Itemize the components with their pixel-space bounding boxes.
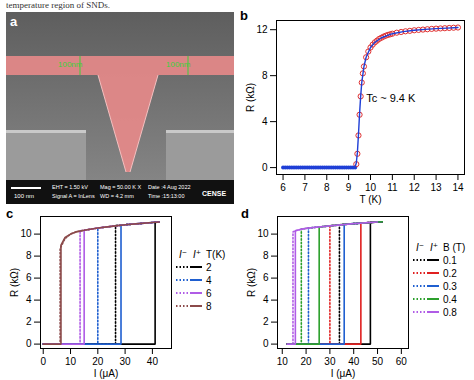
- svg-text:0.1: 0.1: [443, 255, 457, 266]
- svg-text:0.4: 0.4: [443, 294, 457, 305]
- svg-text:T(K): T(K): [206, 249, 225, 260]
- svg-text:14: 14: [452, 182, 464, 193]
- svg-text:4: 4: [26, 294, 32, 305]
- svg-text:50: 50: [372, 356, 384, 367]
- svg-text:100nm: 100nm: [58, 60, 83, 69]
- svg-text:0: 0: [26, 338, 32, 349]
- svg-text:12: 12: [256, 24, 268, 35]
- html-text:a: a: [10, 14, 18, 29]
- svg-text:100nm: 100nm: [166, 60, 191, 69]
- svg-text:0.2: 0.2: [443, 268, 457, 279]
- svg-text:I⁻: I⁻: [416, 242, 424, 253]
- svg-text:8: 8: [206, 301, 212, 312]
- svg-text:I⁺: I⁺: [430, 242, 438, 253]
- svg-text:12: 12: [409, 182, 421, 193]
- svg-text:I⁻: I⁻: [179, 249, 187, 260]
- html-text:b: b: [240, 8, 248, 23]
- svg-text:2: 2: [26, 316, 32, 327]
- svg-text:6: 6: [280, 182, 286, 193]
- html-text:temperature region of SNDs.: temperature region of SNDs.: [6, 0, 110, 10]
- svg-text:0: 0: [263, 338, 269, 349]
- svg-text:8: 8: [263, 250, 269, 261]
- svg-text:10: 10: [65, 356, 77, 367]
- svg-text:13: 13: [431, 182, 443, 193]
- svg-text:60: 60: [396, 356, 408, 367]
- svg-text:Tc ~ 9.4 K: Tc ~ 9.4 K: [366, 92, 416, 104]
- svg-text:R (kΩ): R (kΩ): [245, 83, 256, 112]
- svg-text:8: 8: [324, 182, 330, 193]
- svg-text:30: 30: [120, 356, 132, 367]
- svg-text:I⁺: I⁺: [193, 249, 201, 260]
- svg-text:Signal A = InLens: Signal A = InLens: [52, 193, 95, 199]
- svg-text:EHT = 1.50 kV: EHT = 1.50 kV: [52, 184, 88, 190]
- svg-text:Time :15:13:00: Time :15:13:00: [148, 193, 184, 199]
- svg-text:B (T): B (T): [443, 242, 465, 253]
- svg-text:6: 6: [206, 288, 212, 299]
- svg-text:6: 6: [263, 272, 269, 283]
- svg-text:8: 8: [26, 250, 32, 261]
- svg-text:40: 40: [147, 356, 159, 367]
- svg-text:CENSE: CENSE: [202, 190, 226, 197]
- svg-text:2: 2: [263, 316, 269, 327]
- html-text:d: d: [241, 206, 249, 221]
- svg-text:8: 8: [262, 70, 268, 81]
- svg-text:WD = 4.2 mm: WD = 4.2 mm: [100, 193, 134, 199]
- svg-text:4: 4: [262, 116, 268, 127]
- svg-text:R (kΩ): R (kΩ): [246, 268, 257, 297]
- svg-text:20: 20: [301, 356, 313, 367]
- svg-text:Date :4 Aug 2022: Date :4 Aug 2022: [148, 184, 191, 190]
- svg-text:7: 7: [302, 182, 308, 193]
- svg-text:20: 20: [92, 356, 104, 367]
- svg-text:T (K): T (K): [359, 194, 381, 205]
- svg-text:4: 4: [263, 294, 269, 305]
- svg-text:0: 0: [40, 356, 46, 367]
- svg-text:10: 10: [20, 228, 32, 239]
- svg-text:10: 10: [277, 356, 289, 367]
- svg-text:10: 10: [257, 228, 269, 239]
- svg-text:10: 10: [365, 182, 377, 193]
- svg-text:Mag = 50.00 K X: Mag = 50.00 K X: [100, 184, 141, 190]
- svg-text:I (μA): I (μA): [331, 368, 356, 379]
- svg-text:100 nm: 100 nm: [14, 193, 34, 199]
- svg-text:40: 40: [348, 356, 360, 367]
- svg-text:2: 2: [206, 262, 212, 273]
- svg-text:I (μA): I (μA): [94, 368, 119, 379]
- svg-text:0.8: 0.8: [443, 307, 457, 318]
- svg-text:11: 11: [387, 182, 398, 193]
- svg-text:0: 0: [262, 162, 268, 173]
- svg-text:30: 30: [324, 356, 336, 367]
- svg-text:9: 9: [346, 182, 352, 193]
- html-text:c: c: [6, 206, 14, 221]
- svg-text:4: 4: [206, 275, 212, 286]
- svg-text:R (kΩ): R (kΩ): [9, 268, 20, 297]
- svg-text:0.3: 0.3: [443, 281, 457, 292]
- svg-text:6: 6: [26, 272, 32, 283]
